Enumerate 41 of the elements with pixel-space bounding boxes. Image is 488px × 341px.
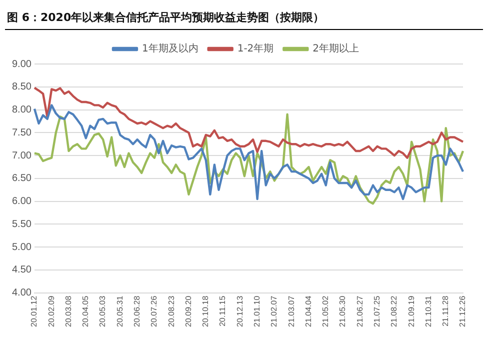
y-tick-label: 5.00 — [12, 242, 32, 253]
y-tick-label: 8.00 — [12, 104, 32, 116]
y-tick-label: 5.50 — [12, 218, 32, 230]
x-tick-label: 21.01.10 — [252, 295, 262, 327]
y-tick-label: 8.50 — [12, 82, 32, 93]
x-tick-label: 20.05.03 — [98, 295, 108, 327]
x-tick-label: 21.07.25 — [372, 295, 382, 327]
y-tick-label: 4.00 — [12, 288, 32, 299]
x-tick-label: 20.06.28 — [132, 295, 142, 327]
legend-label: 2年期以上 — [312, 42, 360, 55]
y-tick-label: 4.50 — [12, 264, 32, 276]
x-tick-label: 21.05.30 — [338, 295, 348, 327]
x-tick-label: 20.02.09 — [46, 295, 56, 327]
x-tick-label: 21.09.19 — [406, 295, 416, 327]
chart-title: 图 6：2020年以来集合信托产品平均预期收益走势图（按期限） — [5, 4, 483, 30]
x-tick-label: 21.02.07 — [270, 295, 279, 327]
x-tick-label: 20.10.18 — [201, 295, 210, 327]
x-tick-label: 20.03.08 — [64, 295, 73, 327]
x-tick-label: 20.11.15 — [218, 295, 228, 326]
x-tick-label: 20.04.05 — [81, 295, 90, 327]
x-tick-label: 20.07.26 — [150, 295, 159, 327]
x-tick-label: 20.12.13 — [235, 295, 244, 327]
x-tick-label: 21.03.07 — [286, 295, 296, 327]
y-tick-label: 7.00 — [12, 150, 32, 162]
x-tick-label: 21.08.22 — [390, 295, 399, 327]
y-tick-label: 6.00 — [12, 196, 32, 208]
y-tick-label: 7.50 — [12, 127, 32, 138]
x-tick-label: 21.10.31 — [424, 295, 433, 327]
y-tick-label: 9.00 — [12, 58, 32, 70]
x-tick-label: 21.12.26 — [458, 295, 468, 327]
x-tick-label: 21.06.27 — [355, 295, 364, 327]
x-tick-label: 21.11.28 — [441, 295, 450, 326]
x-tick-label: 21.04.04 — [304, 295, 313, 327]
x-tick-label: 20.08.23 — [166, 295, 176, 327]
x-tick-label: 21.05.02 — [321, 295, 330, 327]
legend-label: 1年期及以内 — [142, 42, 198, 55]
x-tick-label: 20.05.31 — [115, 295, 124, 327]
x-tick-label: 20.09.20 — [184, 295, 193, 327]
y-tick-label: 6.50 — [12, 173, 32, 184]
legend-label: 1-2年期 — [237, 42, 274, 55]
x-tick-label: 20.01.12 — [30, 295, 39, 327]
